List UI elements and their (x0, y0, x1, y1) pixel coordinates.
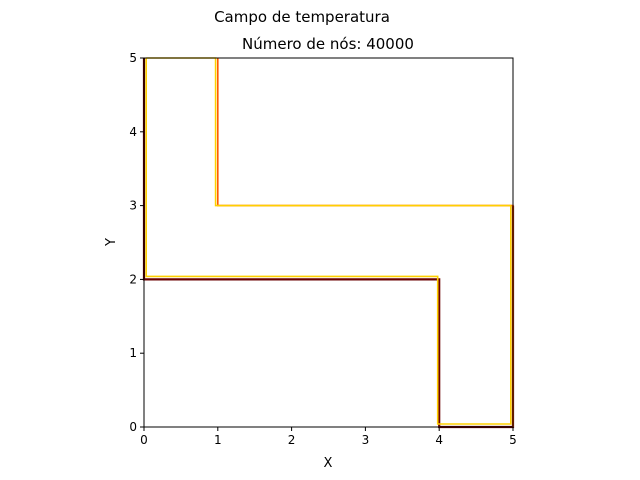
x-tick-label: 3 (362, 433, 370, 447)
y-axis: 0 1 2 3 4 5 (129, 51, 144, 434)
y-tick-label: 3 (129, 199, 137, 213)
x-tick-label: 4 (435, 433, 443, 447)
x-tick-label: 1 (214, 433, 222, 447)
x-tick-label: 5 (509, 433, 517, 447)
x-axis: 0 1 2 3 4 5 (140, 427, 517, 447)
y-tick-label: 5 (129, 51, 137, 65)
series-line-2 (145, 57, 512, 425)
plot-frame (143, 57, 514, 428)
x-tick-label: 2 (288, 433, 296, 447)
plot-background (144, 58, 513, 427)
chart-title: Número de nós: 40000 (242, 35, 414, 53)
y-tick-label: 1 (129, 346, 137, 360)
y-tick-label: 4 (129, 125, 137, 139)
y-tick-label: 2 (129, 272, 137, 286)
plot-area (144, 58, 513, 427)
y-axis-label: Y (104, 238, 119, 247)
x-tick-label: 0 (140, 433, 148, 447)
y-tick-label: 0 (129, 420, 137, 434)
x-axis-label: X (324, 456, 333, 471)
figure-suptitle: Campo de temperatura (214, 8, 390, 26)
